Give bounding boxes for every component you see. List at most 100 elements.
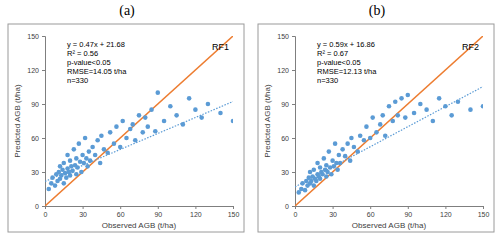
fit-line: [45, 102, 233, 182]
x-axis-title: Observed AGB (t/ha): [352, 221, 427, 230]
point: [343, 154, 348, 159]
point: [124, 136, 129, 141]
y-tick-mark: [292, 206, 295, 207]
point: [98, 161, 103, 166]
x-tick-label: 0: [44, 211, 48, 218]
point: [77, 141, 82, 146]
panel-label: (b): [369, 3, 386, 19]
point: [329, 172, 334, 177]
model-label: RF1: [212, 42, 229, 52]
x-tick-label: 120: [440, 211, 452, 218]
annotation: R² = 0.67: [317, 49, 348, 58]
annotation: n=330: [317, 76, 338, 85]
x-tick: 150: [228, 206, 240, 218]
point: [99, 133, 104, 138]
point: [87, 149, 92, 154]
point: [68, 158, 73, 163]
x-tick: 60: [117, 206, 125, 218]
y-axis-title: Predicted AGB (t/ha): [263, 84, 272, 158]
y-tick-mark: [42, 172, 45, 173]
point: [137, 113, 142, 118]
point: [318, 177, 323, 182]
point: [102, 147, 107, 152]
point: [90, 145, 95, 150]
y-tick-mark: [42, 138, 45, 139]
point: [85, 164, 90, 169]
point: [93, 153, 98, 158]
y-tick: 0: [285, 203, 295, 210]
point: [403, 115, 408, 120]
y-tick: 120: [277, 67, 295, 74]
point: [80, 153, 85, 158]
y-tick-mark: [292, 104, 295, 105]
y-tick: 120: [27, 67, 45, 74]
plot-area: [45, 36, 233, 206]
x-tick-mark: [483, 206, 484, 209]
point: [362, 138, 367, 143]
x-tick-mark: [120, 206, 121, 209]
point: [412, 111, 417, 116]
point: [65, 153, 70, 158]
point: [193, 107, 198, 112]
point: [46, 187, 51, 192]
y-tick-label: 30: [281, 169, 289, 176]
y-tick-mark: [292, 36, 295, 37]
annotation: n=330: [67, 76, 88, 85]
y-tick: 60: [31, 135, 45, 142]
point: [352, 145, 357, 150]
panel: (b) 0 30 60 90 120 1500 30 60 90 120 150 Observed AG…: [258, 3, 494, 232]
y-tick-label: 60: [281, 135, 289, 142]
x-tick: 30: [79, 206, 87, 218]
point: [143, 115, 148, 120]
point: [62, 181, 67, 186]
point: [318, 165, 323, 170]
x-axis-title: Observed AGB (t/ha): [102, 221, 177, 230]
y-tick: 30: [281, 169, 295, 176]
annotation: y = 0.59x + 16.86: [317, 40, 375, 49]
x-tick-mark: [83, 206, 84, 209]
x-tick-label: 0: [294, 211, 298, 218]
point: [349, 136, 354, 141]
point: [74, 156, 79, 161]
point: [53, 183, 58, 188]
x-axis: 0 30 60 90 120 150: [44, 206, 240, 218]
y-tick: 90: [281, 101, 295, 108]
point: [153, 129, 158, 134]
x-tick-mark: [158, 206, 159, 209]
point: [393, 99, 398, 104]
x-tick: 90: [154, 206, 162, 218]
x-tick-label: 150: [228, 211, 240, 218]
y-tick-mark: [42, 70, 45, 71]
point: [333, 141, 338, 146]
point: [337, 153, 342, 158]
point: [456, 99, 461, 104]
annotation: R² = 0.56: [67, 49, 98, 58]
point: [114, 124, 119, 129]
y-tick: 60: [281, 135, 295, 142]
point: [162, 119, 167, 124]
point: [348, 158, 353, 163]
point: [118, 145, 123, 150]
point: [380, 113, 385, 118]
point: [418, 102, 423, 107]
y-tick: 150: [27, 33, 45, 40]
point: [187, 96, 192, 101]
x-tick: 60: [367, 206, 375, 218]
y-tick: 90: [31, 101, 45, 108]
y-tick-label: 150: [277, 33, 289, 40]
point: [468, 107, 473, 112]
y-axis: 0 30 60 90 120 150: [277, 33, 295, 210]
point: [95, 138, 100, 143]
point: [68, 173, 73, 178]
point: [378, 122, 383, 127]
point: [383, 133, 388, 138]
point: [128, 127, 133, 132]
point: [335, 167, 340, 172]
point: [72, 147, 77, 152]
point: [303, 188, 308, 193]
x-tick-label: 120: [190, 211, 202, 218]
annotation: p-value<0.05: [317, 58, 361, 67]
x-tick-mark: [333, 206, 334, 209]
y-tick: 0: [35, 203, 45, 210]
x-tick: 90: [404, 206, 412, 218]
